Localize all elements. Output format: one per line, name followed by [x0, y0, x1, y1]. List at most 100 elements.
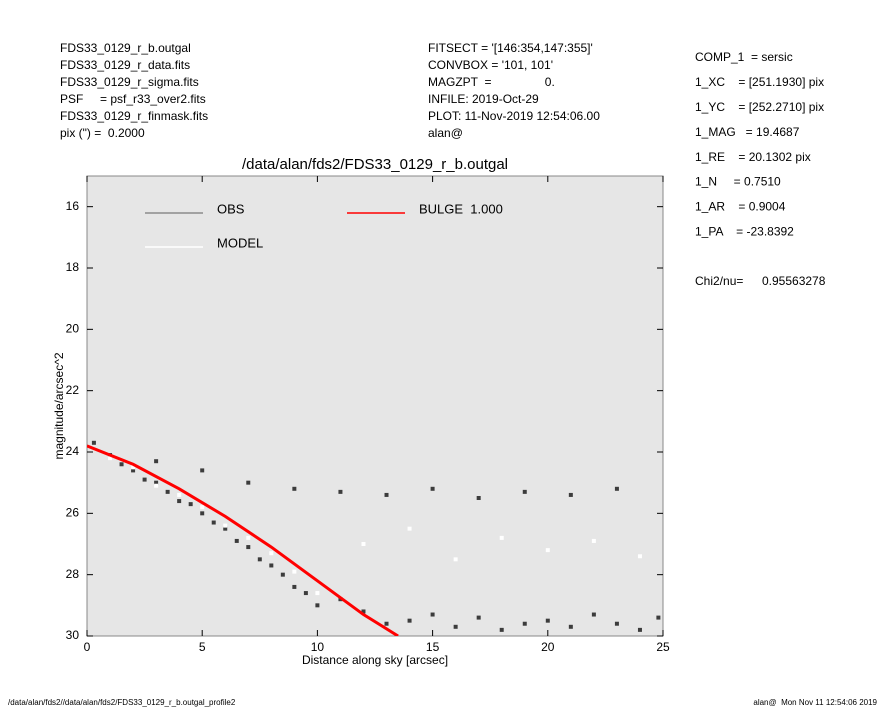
data-point	[453, 624, 458, 629]
parameter-line: COMP_1 = sersic	[695, 50, 793, 64]
data-point	[223, 523, 228, 528]
header-left-line: FDS33_0129_r_finmask.fits	[60, 109, 208, 123]
plot-area	[86, 175, 664, 637]
chi2-value: 0.95563278	[762, 274, 826, 288]
parameter-line: 1_PA = -23.8392	[695, 224, 794, 238]
data-point	[119, 462, 124, 467]
chart-title: /data/alan/fds2/FDS33_0129_r_b.outgal	[242, 156, 508, 173]
header-left-line: FDS33_0129_r_sigma.fits	[60, 75, 199, 89]
parameter-line: 1_N = 0.7510	[695, 175, 781, 189]
data-point	[292, 486, 297, 491]
y-tick-label: 26	[66, 506, 80, 520]
data-point	[142, 477, 147, 482]
data-point	[269, 563, 274, 568]
data-point	[223, 526, 228, 531]
data-point	[154, 483, 159, 488]
legend-label: MODEL	[217, 235, 263, 250]
data-point	[407, 526, 412, 531]
data-point	[188, 502, 193, 507]
y-tick-label: 28	[66, 567, 80, 581]
data-point	[476, 496, 481, 500]
data-point	[568, 624, 573, 629]
data-point	[453, 557, 458, 562]
data-point	[476, 615, 481, 620]
data-point	[568, 492, 573, 497]
data-point	[200, 468, 205, 473]
legend-label: OBS	[217, 201, 245, 216]
parameter-line: 1_MAG = 19.4687	[695, 125, 800, 139]
parameter-line: 1_RE = 20.1302 pix	[695, 150, 811, 164]
data-point	[637, 554, 642, 559]
data-point	[614, 486, 619, 491]
x-tick-label: 15	[426, 640, 440, 654]
header-middle-line: alan@	[428, 126, 463, 140]
data-point	[637, 627, 642, 632]
parameter-line: 1_XC = [251.1930] pix	[695, 75, 824, 89]
header-left-line: FDS33_0129_r_b.outgal	[60, 41, 191, 55]
data-point	[200, 511, 205, 516]
x-axis-label: Distance along sky [arcsec]	[302, 653, 448, 667]
x-tick-label: 10	[311, 640, 325, 654]
data-point	[211, 520, 216, 525]
data-point	[177, 499, 182, 504]
data-point	[234, 538, 239, 543]
data-point	[246, 535, 251, 540]
data-point	[292, 584, 297, 589]
data-point	[499, 627, 504, 632]
footer-right: alan@ Mon Nov 11 12:54:06 2019	[753, 698, 877, 707]
data-point	[177, 492, 182, 497]
data-point	[591, 538, 596, 543]
data-point	[361, 542, 366, 546]
header-middle-line: INFILE: 2019-Oct-29	[428, 92, 539, 106]
data-point	[292, 569, 297, 574]
plot-layer	[87, 440, 661, 636]
x-tick-label: 25	[656, 640, 670, 654]
header-middle-line: CONVBOX = '101, 101'	[428, 58, 553, 72]
data-point	[315, 603, 320, 608]
data-point	[499, 535, 504, 540]
data-point	[154, 459, 159, 464]
data-point	[384, 492, 389, 497]
y-tick-label: 18	[66, 260, 80, 274]
header-middle-line: PLOT: 11-Nov-2019 12:54:06.00	[428, 109, 600, 123]
data-point	[591, 612, 596, 617]
chi2-label: Chi2/nu=	[695, 274, 743, 288]
header-middle-line: MAGZPT = 0.	[428, 75, 555, 89]
legend-label: BULGE 1.000	[419, 201, 503, 216]
data-point	[545, 618, 550, 623]
data-point	[257, 557, 262, 562]
data-point	[315, 591, 320, 596]
header-left-line: pix (") = 0.2000	[60, 126, 145, 140]
data-point	[614, 621, 619, 626]
data-point	[269, 551, 274, 556]
data-point	[131, 468, 136, 473]
y-tick-label: 22	[66, 383, 80, 397]
data-point	[165, 489, 170, 494]
y-tick-label: 20	[66, 322, 80, 336]
data-point	[522, 621, 527, 626]
x-tick-label: 20	[541, 640, 555, 654]
data-point	[280, 572, 285, 577]
footer-left: /data/alan/fds2//data/alan/fds2/FDS33_01…	[8, 698, 236, 707]
data-point	[108, 456, 113, 461]
data-point	[361, 609, 366, 614]
data-point	[200, 505, 205, 510]
data-point	[407, 618, 412, 623]
x-tick-label: 5	[199, 640, 206, 654]
x-tick-label: 0	[84, 640, 91, 654]
header-left-line: FDS33_0129_r_data.fits	[60, 58, 190, 72]
y-axis-label: magnitude/arcsec^2	[52, 352, 66, 459]
data-point	[91, 440, 96, 445]
model-curve	[87, 444, 399, 636]
data-point	[522, 489, 527, 494]
data-point	[131, 465, 136, 470]
data-point	[545, 548, 550, 553]
parameter-line: 1_AR = 0.9004	[695, 200, 786, 214]
parameter-line: 1_YC = [252.2710] pix	[695, 100, 824, 114]
data-point	[430, 612, 435, 617]
data-point	[154, 480, 159, 485]
data-point	[430, 486, 435, 491]
data-point	[246, 545, 251, 550]
data-point	[656, 615, 661, 620]
